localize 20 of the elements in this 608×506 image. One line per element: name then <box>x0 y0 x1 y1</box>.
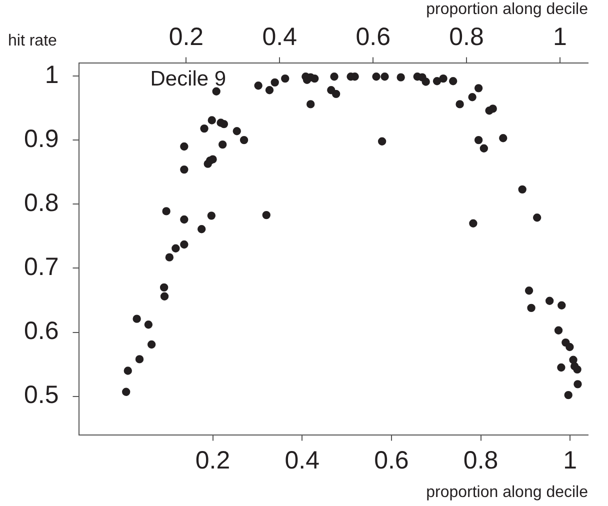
x-tick-label: 0.4 <box>284 446 320 475</box>
y-axis-title: hit rate <box>8 32 58 50</box>
y-tick-label: 0.7 <box>24 253 59 282</box>
x-axis-title: proportion along decile <box>426 484 588 501</box>
x2-tick-label: 0.2 <box>168 23 204 52</box>
x2-tick-label: 0.8 <box>449 23 484 52</box>
y-tick-label: 0.9 <box>24 124 59 153</box>
x2-axis-title: proportion along decile <box>426 1 588 18</box>
x-tick-label: 0.2 <box>195 446 230 475</box>
x2-tick-label: 0.4 <box>262 23 298 52</box>
y-tick-label: 0.5 <box>24 381 59 410</box>
x-tick-label: 1 <box>563 446 578 475</box>
x2-tick-label: 1 <box>553 23 567 52</box>
x-tick-label: 0.6 <box>374 446 409 475</box>
x-tick-label: 0.8 <box>463 446 498 475</box>
annotation: Decile 9 <box>150 67 226 90</box>
y-tick-label: 0.8 <box>24 189 59 218</box>
x2-tick-label: 0.6 <box>356 23 390 52</box>
y-tick-label: 0.6 <box>24 317 59 346</box>
y-tick-label: 1 <box>44 60 59 89</box>
